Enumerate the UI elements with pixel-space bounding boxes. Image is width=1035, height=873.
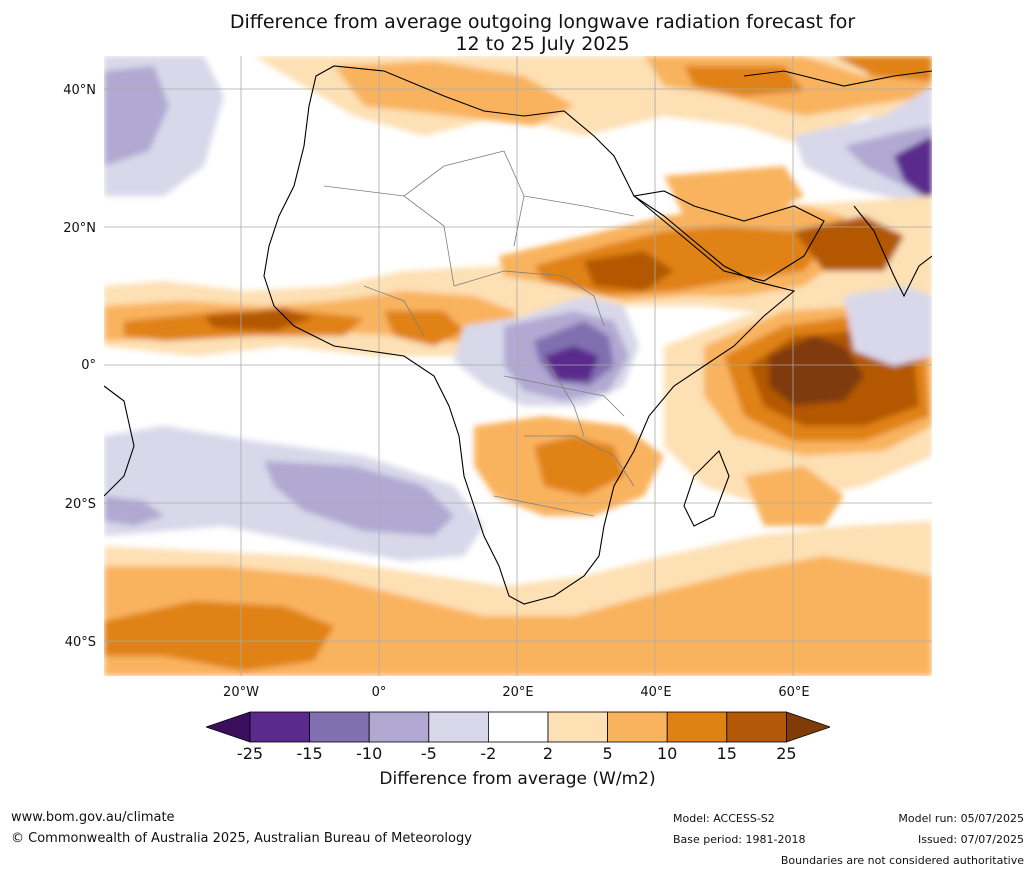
colorbar-tick-label: 10 [657, 744, 678, 763]
lon-label-60e: 60°E [778, 685, 810, 700]
colorbar-tick-label: -15 [296, 744, 323, 763]
lon-label-20w: 20°W [223, 685, 259, 700]
colorbar-cell [368, 711, 430, 743]
colorbar-cell [309, 711, 370, 743]
map-title-line1: Difference from average outgoing longwav… [229, 11, 856, 33]
colorbar-cell [249, 711, 310, 743]
colorbar-tick-label: 2 [542, 744, 554, 763]
coastlines [104, 65, 932, 605]
colorbar-cell [607, 711, 668, 743]
colorbar-cell [428, 711, 489, 743]
country-borders [323, 150, 635, 517]
footer-issued: Issued: 07/07/2025 [917, 833, 1024, 846]
colorbar-tick-label: 15 [716, 744, 737, 763]
lat-label-20s: 20°S [64, 497, 96, 512]
colorbar-tick-label: -25 [236, 744, 264, 763]
footer-model-run: Model run: 05/07/2025 [898, 812, 1024, 825]
colorbar-tick-label: -10 [356, 744, 383, 763]
colorbar [206, 711, 830, 743]
colorbar-extend-low [206, 711, 251, 743]
anomaly-field [104, 56, 932, 676]
map-canvas [104, 56, 932, 676]
colorbar-title: Difference from average (W/m2) [379, 769, 656, 789]
footer-model: Model: ACCESS-S2 [673, 812, 775, 825]
colorbar-tick-label: -2 [480, 744, 497, 763]
footer-copyright: © Commonwealth of Australia 2025, Austra… [11, 831, 472, 846]
colorbar-tick-label: 5 [602, 744, 613, 763]
olr-anomaly-map [104, 56, 932, 676]
colorbar-cell [547, 711, 608, 743]
lat-label-0: 0° [81, 358, 96, 373]
colorbar-tick-label: -5 [420, 744, 437, 763]
map-title-line2: 12 to 25 July 2025 [455, 33, 630, 55]
lat-label-20n: 20°N [63, 221, 96, 236]
colorbar-cell [726, 711, 787, 743]
lat-label-40s: 40°S [64, 635, 96, 650]
footer-url: www.bom.gov.au/climate [11, 810, 175, 825]
lat-label-40n: 40°N [63, 83, 96, 98]
footer-base-period: Base period: 1981-2018 [673, 833, 806, 846]
lon-label-40e: 40°E [640, 685, 672, 700]
colorbar-tick-label: 25 [776, 744, 797, 763]
colorbar-cell [666, 711, 728, 743]
colorbar-extend-high [786, 711, 830, 743]
colorbar-cell [487, 711, 549, 743]
lon-label-0: 0° [371, 685, 387, 700]
lon-label-20e: 20°E [502, 685, 534, 700]
footer-disclaimer: Boundaries are not considered authoritat… [780, 854, 1024, 867]
graticule [104, 56, 932, 676]
